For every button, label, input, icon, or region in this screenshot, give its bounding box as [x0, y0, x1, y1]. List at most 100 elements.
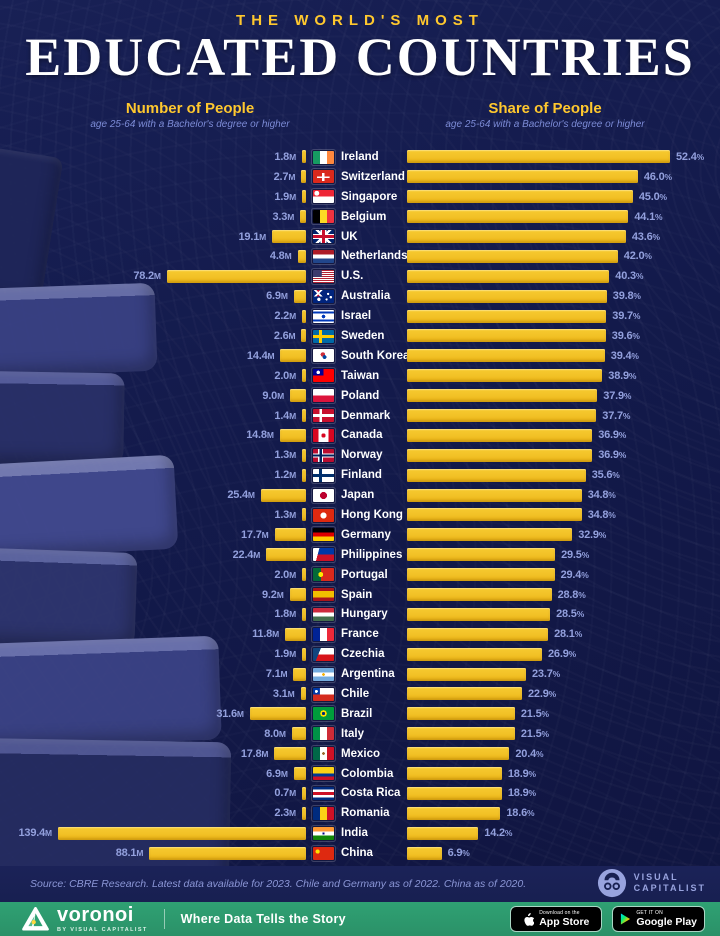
- share-value-label: 21.5%: [521, 728, 549, 740]
- country-row-spain: 9.2M Spain 28.8%: [0, 585, 720, 605]
- flag-israel: [313, 309, 334, 323]
- number-value-label: 2.2M: [274, 310, 296, 322]
- share-value: 29.5: [561, 548, 582, 561]
- number-value: 22.4: [232, 548, 254, 561]
- vc-word-visual: VISUAL: [633, 871, 679, 882]
- flag-spain: [313, 588, 334, 602]
- country-name: Ireland: [341, 150, 379, 163]
- number-unit: M: [277, 390, 284, 401]
- number-value: 3.3: [272, 210, 288, 223]
- share-unit: %: [552, 669, 561, 680]
- share-zone: 39.7%: [407, 306, 640, 326]
- number-value: 6.9: [266, 767, 281, 780]
- share-unit: %: [598, 529, 607, 540]
- flag-australia: [313, 289, 334, 303]
- number-bar: [297, 249, 306, 263]
- number-bar: [266, 548, 306, 562]
- number-unit: M: [261, 529, 269, 540]
- apple-icon: [524, 912, 535, 926]
- share-value-label: 40.3%: [615, 270, 643, 282]
- number-zone: 9.0M: [0, 386, 306, 406]
- source-note: Source: CBRE Research. Latest data avail…: [30, 878, 527, 890]
- share-value: 39.7: [612, 310, 633, 323]
- share-unit: %: [622, 410, 631, 421]
- country-row-chile: 3.1M Chile 22.9%: [0, 684, 720, 704]
- number-zone: 22.4M: [0, 545, 306, 565]
- number-value-label: 3.1M: [273, 688, 295, 700]
- share-value-label: 28.8%: [558, 589, 586, 601]
- number-zone: 31.6M: [0, 704, 306, 724]
- app-store-badge-name: App Store: [539, 916, 590, 928]
- country-name: India: [341, 827, 368, 840]
- share-value: 45.0: [638, 190, 660, 203]
- share-zone: 35.6%: [407, 465, 620, 485]
- share-zone: 18.6%: [407, 803, 535, 823]
- number-zone: 6.9M: [0, 764, 306, 784]
- number-value: 31.6: [216, 707, 237, 720]
- flag-italy: [313, 727, 334, 741]
- google-play-badge-text: GET IT ON Google Play: [636, 910, 697, 928]
- share-bar: [407, 826, 479, 840]
- share-unit: %: [659, 191, 668, 202]
- number-value-label: 6.9M: [266, 290, 288, 302]
- share-value: 28.1: [554, 628, 575, 641]
- number-value-label: 4.8M: [270, 250, 292, 262]
- country-row-portugal: 2.0M Portugal 29.4%: [0, 565, 720, 585]
- country-row-mexico: 17.8M Mexico 20.4%: [0, 744, 720, 764]
- flag-hong-kong: [313, 508, 334, 522]
- number-unit: M: [280, 291, 288, 302]
- share-bar: [407, 448, 593, 462]
- number-zone: 1.2M: [0, 465, 306, 485]
- share-value: 6.9: [447, 847, 463, 860]
- app-store-badge[interactable]: Download on the App Store: [511, 907, 602, 931]
- flag-uk: [313, 230, 334, 244]
- number-unit: M: [259, 231, 266, 242]
- country-row-brazil: 31.6M Brazil 21.5%: [0, 704, 720, 724]
- country-row-norway: 1.3M Norway 36.9%: [0, 445, 720, 465]
- number-value: 14.4: [246, 349, 268, 362]
- number-value: 1.3: [274, 449, 290, 462]
- google-play-icon: [621, 913, 631, 925]
- share-unit: %: [581, 549, 590, 560]
- number-value: 139.4: [18, 827, 46, 840]
- share-zone: 22.9%: [407, 684, 556, 704]
- share-zone: 46.0%: [407, 167, 672, 187]
- share-value-label: 43.6%: [632, 231, 660, 243]
- vc-circle-icon: [597, 868, 626, 898]
- share-value-label: 28.5%: [556, 608, 584, 620]
- number-value-label: 2.0M: [274, 370, 296, 382]
- share-value-label: 38.9%: [608, 370, 636, 382]
- country-name: Spain: [341, 588, 373, 601]
- number-unit: M: [288, 330, 296, 341]
- country-name: Japan: [341, 489, 375, 502]
- share-unit: %: [541, 708, 550, 719]
- share-unit: %: [655, 211, 663, 222]
- country-name: Portugal: [341, 568, 388, 581]
- share-value: 38.9: [608, 369, 629, 382]
- share-value: 21.5: [520, 707, 542, 720]
- number-value-label: 1.8M: [274, 151, 296, 163]
- share-zone: 39.4%: [407, 346, 639, 366]
- country-row-poland: 9.0M Poland 37.9%: [0, 386, 720, 406]
- country-row-germany: 17.7M Germany 32.9%: [0, 525, 720, 545]
- google-play-badge[interactable]: GET IT ON Google Play: [613, 907, 704, 931]
- share-zone: 21.5%: [407, 724, 549, 744]
- country-name: China: [341, 847, 373, 860]
- number-bar: [301, 329, 306, 343]
- country-name: Canada: [341, 429, 383, 442]
- share-value: 21.5: [520, 727, 542, 740]
- share-unit: %: [528, 788, 537, 799]
- share-zone: 39.6%: [407, 326, 640, 346]
- share-value-label: 36.9%: [598, 429, 626, 441]
- flag-costa-rica: [313, 787, 334, 800]
- share-zone: 18.9%: [407, 784, 536, 804]
- share-bar: [407, 707, 515, 721]
- number-zone: 2.2M: [0, 306, 306, 326]
- number-value-label: 7.1M: [266, 668, 288, 680]
- share-zone: 28.8%: [407, 585, 586, 605]
- number-value-label: 2.6M: [274, 330, 296, 342]
- share-value-label: 42.0%: [624, 250, 652, 262]
- share-value: 29.4: [560, 568, 582, 581]
- number-bar: [302, 150, 306, 164]
- country-row-argentina: 7.1M Argentina 23.7%: [0, 664, 720, 684]
